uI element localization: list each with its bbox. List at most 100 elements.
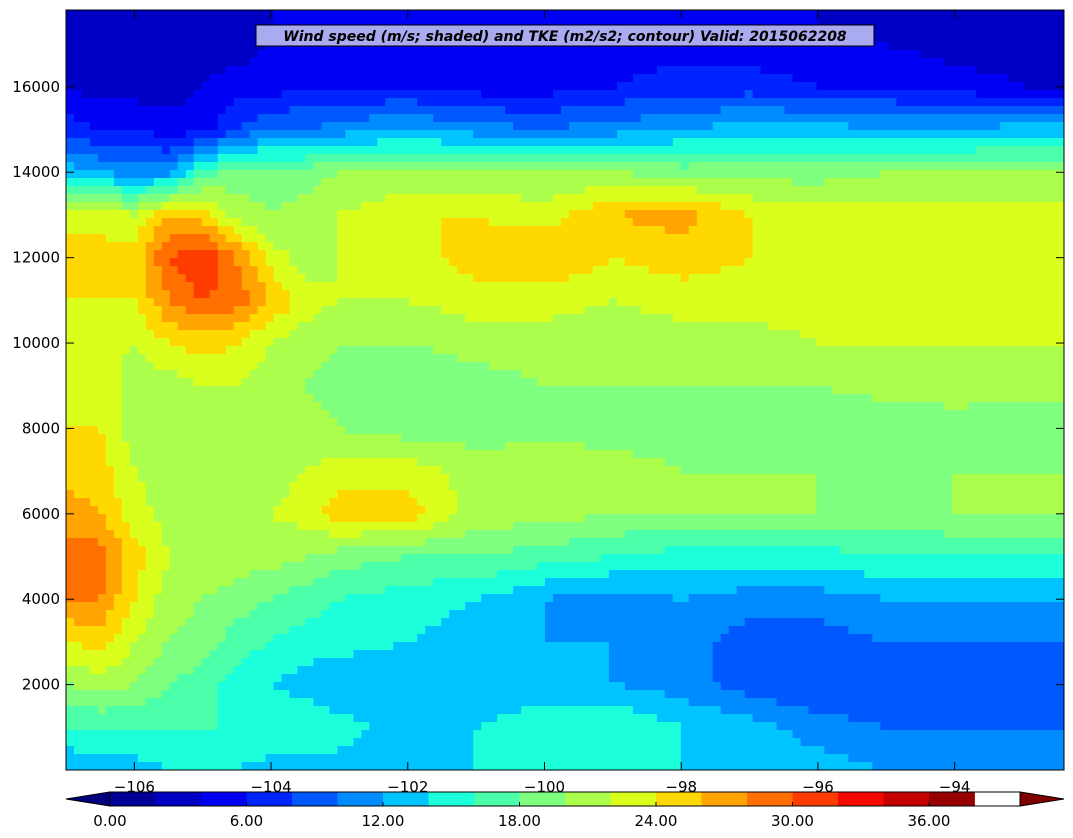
heatmap-cell — [449, 50, 458, 59]
heatmap-cell — [225, 234, 235, 243]
heatmap-cell — [97, 50, 107, 59]
heatmap-cell — [465, 50, 474, 59]
heatmap-cell — [1024, 274, 1033, 283]
heatmap-cell — [800, 74, 810, 83]
heatmap-cell — [153, 122, 163, 131]
heatmap-cell — [177, 34, 187, 43]
heatmap-cell — [928, 314, 937, 323]
heatmap-cell — [553, 170, 562, 179]
heatmap-cell — [545, 186, 554, 195]
heatmap-cell — [1000, 314, 1009, 323]
heatmap-cell — [960, 122, 969, 131]
heatmap-cell — [145, 90, 155, 99]
heatmap-cell — [592, 210, 602, 219]
heatmap-cell — [401, 58, 410, 67]
heatmap-cell — [664, 282, 674, 291]
heatmap-cell — [281, 194, 291, 203]
heatmap-cell — [760, 314, 770, 323]
heatmap-cell — [768, 50, 778, 59]
heatmap-cell — [89, 266, 99, 275]
heatmap-cell — [616, 274, 626, 283]
heatmap-cell — [872, 34, 881, 43]
heatmap-cell — [241, 146, 251, 155]
heatmap-cell — [792, 202, 802, 211]
heatmap-cell — [465, 74, 474, 83]
heatmap-cell — [904, 194, 913, 203]
heatmap-cell — [584, 282, 594, 291]
heatmap-cell — [73, 258, 83, 267]
heatmap-cell — [936, 242, 945, 251]
heatmap-cell — [433, 266, 442, 275]
heatmap-cell — [425, 74, 434, 83]
heatmap-cell — [832, 50, 842, 59]
heatmap-cell — [888, 274, 897, 283]
heatmap-cell — [848, 298, 858, 307]
heatmap-cell — [640, 146, 650, 155]
heatmap-cell — [337, 210, 347, 219]
heatmap-cell — [217, 298, 227, 307]
heatmap-cell — [425, 282, 434, 291]
heatmap-cell — [353, 66, 362, 75]
heatmap-cell — [568, 194, 578, 203]
heatmap-cell — [952, 178, 961, 187]
heatmap-cell — [584, 130, 594, 139]
heatmap-cell — [281, 114, 291, 123]
heatmap-cell — [912, 234, 921, 243]
heatmap-cell — [553, 122, 562, 131]
heatmap-cell — [505, 122, 514, 131]
heatmap-cell — [704, 114, 714, 123]
heatmap-cell — [776, 114, 786, 123]
heatmap-cell — [704, 298, 714, 307]
heatmap-cell — [1008, 178, 1017, 187]
heatmap-cell — [561, 274, 570, 283]
heatmap-cell — [848, 194, 858, 203]
heatmap-cell — [369, 314, 378, 323]
heatmap-cell — [928, 274, 937, 283]
heatmap-cell — [169, 170, 179, 179]
heatmap-cell — [185, 66, 195, 75]
heatmap-cell — [329, 50, 339, 59]
heatmap-cell — [385, 170, 394, 179]
heatmap-cell — [66, 138, 75, 147]
heatmap-cell — [313, 266, 323, 275]
heatmap-cell — [936, 178, 945, 187]
heatmap-cell — [816, 242, 826, 251]
heatmap-cell — [832, 218, 842, 227]
heatmap-cell — [401, 154, 410, 163]
heatmap-cell — [233, 138, 243, 147]
heatmap-cell — [752, 66, 762, 75]
heatmap-cell — [720, 202, 730, 211]
heatmap-cell — [720, 122, 730, 131]
heatmap-cell — [1024, 282, 1033, 291]
heatmap-cell — [832, 146, 842, 155]
heatmap-cell — [648, 74, 658, 83]
heatmap-cell — [425, 314, 434, 323]
heatmap-cell — [816, 290, 826, 299]
heatmap-cell — [73, 306, 83, 315]
heatmap-cell — [672, 10, 682, 19]
heatmap-cell — [66, 314, 75, 323]
heatmap-cell — [912, 74, 921, 83]
heatmap-cell — [936, 106, 945, 115]
heatmap-cell — [433, 274, 442, 283]
heatmap-cell — [872, 170, 881, 179]
heatmap-cell — [489, 242, 498, 251]
heatmap-cell — [1016, 282, 1025, 291]
heatmap-cell — [417, 114, 426, 123]
heatmap-cell — [960, 42, 969, 51]
heatmap-cell — [704, 50, 714, 59]
heatmap-cell — [105, 74, 115, 83]
heatmap-cell — [832, 74, 842, 83]
heatmap-cell — [297, 282, 307, 291]
heatmap-cell — [537, 282, 546, 291]
heatmap-cell — [465, 194, 474, 203]
heatmap-cell — [800, 18, 810, 27]
heatmap-cell — [664, 202, 674, 211]
heatmap-cell — [904, 18, 913, 27]
heatmap-cell — [353, 242, 362, 251]
heatmap-cell — [529, 58, 538, 67]
heatmap-cell — [992, 98, 1001, 107]
heatmap-cell — [217, 234, 227, 243]
heatmap-cell — [457, 82, 466, 91]
heatmap-cell — [345, 138, 355, 147]
